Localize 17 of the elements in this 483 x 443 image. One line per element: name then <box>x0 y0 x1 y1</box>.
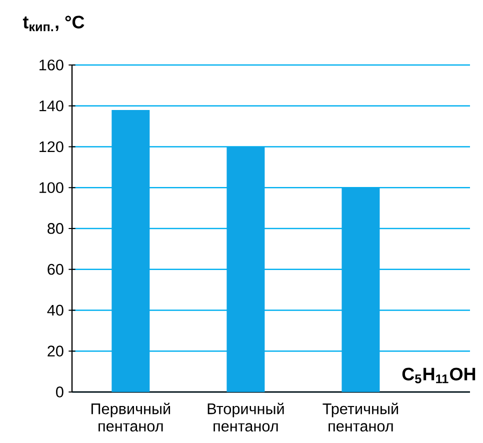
y-tick-label: 120 <box>40 141 64 152</box>
x-tick-label: Третичный пентанол <box>322 402 398 432</box>
y-tick-label: 0 <box>56 386 64 398</box>
text: C$_{5}$H$_{11}$OH <box>402 368 476 384</box>
bar <box>342 188 380 392</box>
y-tick-label: 20 <box>48 346 64 357</box>
y-tick-label: 160 <box>40 60 64 70</box>
y-tick-label: 140 <box>40 100 64 112</box>
y-tick-label: 60 <box>48 264 64 275</box>
bar <box>226 146 265 392</box>
text: t$_{кип.}$, °C <box>22 16 84 32</box>
bar <box>112 110 150 392</box>
y-tick-label: 100 <box>40 182 64 194</box>
x-tick-label: Первичный пентанол <box>91 402 170 432</box>
x-tick-label: Вторичный пентанол <box>208 402 284 432</box>
y-tick-label: 80 <box>48 223 64 234</box>
y-tick-label: 40 <box>47 304 64 316</box>
